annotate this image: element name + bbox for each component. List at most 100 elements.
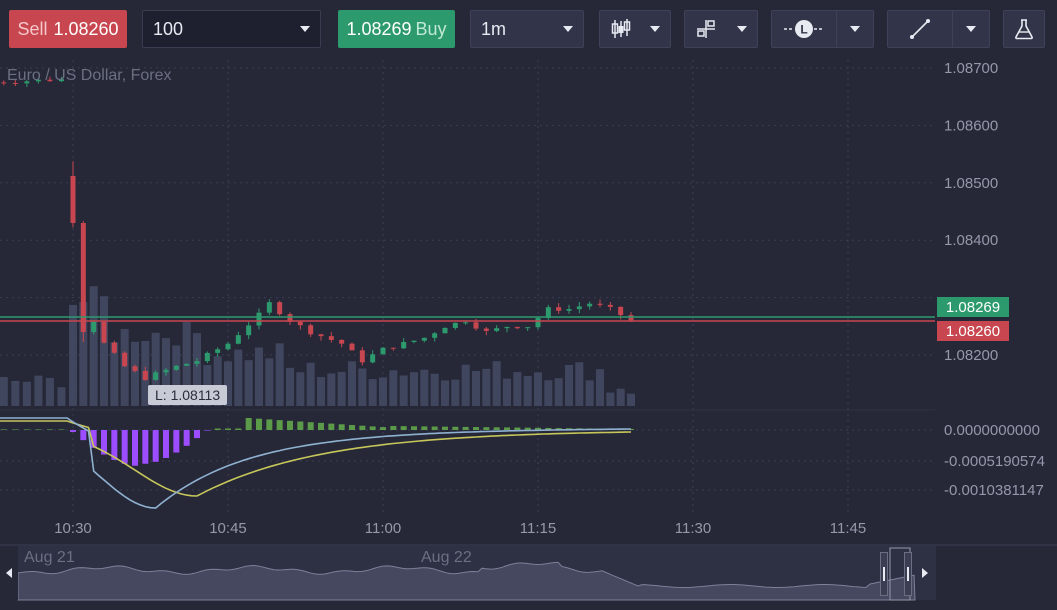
navigator-area: [17, 561, 916, 601]
macd-histogram-bar: [483, 427, 490, 430]
trend-line-icon: [910, 19, 930, 39]
clock-display: L: [772, 11, 837, 47]
volume-bar: [57, 387, 66, 406]
signal-line: [0, 420, 632, 497]
lab-button[interactable]: [1003, 10, 1045, 48]
buy-price: 1.08269: [346, 18, 412, 39]
price-tick-label: 1.08600: [944, 117, 998, 134]
navigator-right-handle[interactable]: [904, 552, 912, 596]
volume-bar: [399, 375, 408, 406]
candle-body: [473, 322, 479, 329]
scroll-right-button[interactable]: [915, 546, 935, 600]
macd-histogram-bar: [297, 421, 304, 430]
volume-bar: [296, 372, 305, 406]
volume-bar: [151, 332, 160, 406]
navigator-date-start: Aug 21: [24, 549, 75, 566]
drawing-dropdown[interactable]: [953, 26, 989, 32]
volume-bar: [451, 379, 460, 406]
oscillator-tick-label: -0.0005190574: [944, 453, 1045, 470]
volume-bar: [234, 349, 243, 406]
volume-bar: [379, 377, 387, 406]
chevron-down-icon: [650, 26, 660, 32]
candle-body: [401, 342, 407, 349]
time-tick-label: 11:15: [520, 520, 556, 537]
volume-bar: [110, 342, 119, 406]
time-tick-label: 11:00: [365, 520, 401, 537]
macd-histogram-bar: [111, 430, 118, 460]
macd-histogram-bar: [101, 430, 107, 455]
sell-button[interactable]: Sell 1.08260: [9, 10, 127, 48]
quantity-value: 100: [153, 18, 184, 39]
arrow-left-icon: [6, 568, 12, 578]
macd-histogram-bar: [276, 420, 283, 430]
volume-bar: [544, 380, 553, 406]
buy-button[interactable]: 1.08269 Buy: [338, 10, 455, 48]
volume-bar: [265, 358, 274, 406]
volume-bar: [430, 373, 439, 406]
volume-bar: [389, 370, 398, 406]
volume-bar: [244, 360, 253, 406]
candle-body: [47, 79, 53, 82]
trend-line-tool[interactable]: [888, 11, 953, 47]
indicators-select[interactable]: [684, 10, 758, 48]
chevron-down-icon: [300, 26, 310, 32]
candle-body: [318, 334, 324, 337]
oscillator-tick-label: 0.0000000000: [944, 422, 1040, 439]
candle-body: [597, 303, 603, 305]
candle-body: [525, 327, 531, 329]
macd-histogram-bar: [421, 426, 428, 430]
macd-histogram-bar: [555, 428, 562, 430]
price-tick-label: 1.08200: [944, 347, 998, 364]
candle-body: [556, 307, 562, 311]
clock-dropdown[interactable]: [837, 26, 873, 32]
macd-histogram-bar: [266, 419, 273, 430]
macd-histogram-bar: [473, 427, 479, 430]
scroll-left-button[interactable]: [0, 546, 18, 600]
volume-bar: [327, 373, 336, 406]
volume-bar: [606, 392, 615, 406]
timeframe-select[interactable]: 1m: [470, 10, 584, 48]
macd-histogram-bar: [349, 425, 355, 430]
chart-type-select[interactable]: [599, 10, 671, 48]
candle-body: [432, 333, 438, 338]
volume-bar: [358, 368, 367, 406]
macd-histogram-bar: [214, 428, 221, 430]
volume-bar: [565, 364, 573, 406]
candle-body: [308, 325, 314, 335]
candle-body: [184, 363, 190, 366]
volume-bar: [461, 364, 470, 406]
volume-bar: [131, 341, 139, 406]
countdown-clock-select[interactable]: L: [771, 10, 874, 48]
macd-histogram-bar: [70, 430, 76, 432]
bid-price-tag: 1.08260: [937, 321, 1009, 341]
candle-body: [35, 79, 41, 82]
clock-letter: L: [800, 23, 807, 37]
volume-bar: [441, 380, 449, 406]
macd-histogram-bar: [225, 428, 231, 430]
volume-bar: [100, 296, 108, 406]
time-tick-label: 10:45: [209, 520, 247, 537]
quantity-select[interactable]: 100: [142, 10, 321, 48]
candle-body: [163, 369, 169, 373]
candle-body: [618, 306, 624, 316]
macd-histogram-bar: [194, 430, 200, 439]
volume-bar: [34, 375, 43, 406]
indicators-icon: [697, 20, 715, 38]
low-price-marker: L: 1.08113: [148, 385, 228, 405]
candle-body: [421, 337, 427, 341]
volume-bar: [172, 345, 181, 406]
candle-body: [535, 317, 541, 328]
timeline-navigator[interactable]: Aug 21 Aug 22: [0, 546, 1057, 610]
volume-bar: [79, 301, 88, 406]
candle-body: [566, 309, 572, 311]
macd-histogram-bar: [23, 429, 30, 430]
volume-bar: [513, 372, 522, 406]
candle-body: [215, 349, 221, 353]
macd-histogram-bar: [390, 426, 397, 430]
volume-bar: [503, 378, 511, 406]
navigator-left-handle[interactable]: [880, 552, 888, 596]
candle-body: [587, 303, 593, 307]
drawing-tools-select[interactable]: [887, 10, 990, 48]
volume-bar: [337, 371, 346, 406]
